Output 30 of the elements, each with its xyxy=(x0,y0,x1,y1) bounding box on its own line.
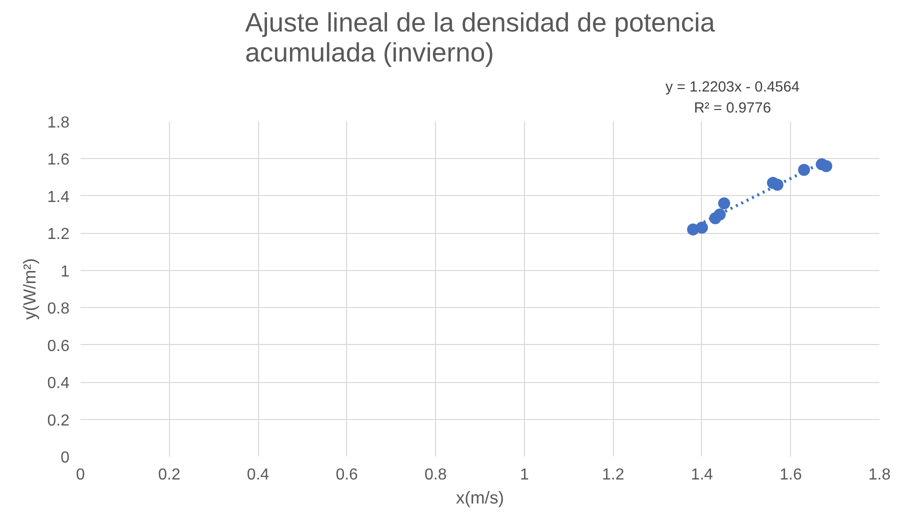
point xyxy=(771,178,784,191)
y-tick-label: 0.8 xyxy=(47,300,70,318)
x-tick-label: 1 xyxy=(520,466,529,484)
x-tick-label: 0.2 xyxy=(158,466,180,484)
point xyxy=(696,222,708,234)
y-tick-label: 0.2 xyxy=(47,412,70,430)
y-tick-label: 1.6 xyxy=(47,152,70,169)
point xyxy=(714,208,726,221)
y-tick-label: 0.4 xyxy=(47,375,70,392)
point xyxy=(820,160,832,172)
y-tick-label: 1.8 xyxy=(47,114,70,132)
text: y = 1.2203x - 0.4564 R² = 0.9776 xyxy=(665,80,800,116)
point xyxy=(718,197,730,210)
x-tick-label: 1.2 xyxy=(602,466,624,484)
x-tick-label: 1.6 xyxy=(780,466,802,484)
y-tick-label: 1.2 xyxy=(47,226,70,244)
y-tick-label: 1.4 xyxy=(47,188,70,206)
y-tick-label: 0.6 xyxy=(47,338,70,355)
x-tick-label: 1.8 xyxy=(868,466,891,484)
x-tick-label: 0.8 xyxy=(424,466,447,484)
x-axis-title: x(m/s) xyxy=(456,488,504,508)
y-axis-title: y(W/m²) xyxy=(19,258,40,320)
x-tick-label: 1.4 xyxy=(690,466,714,484)
y-tick-label: 0 xyxy=(60,450,70,466)
x-tick-label: 0.4 xyxy=(246,466,270,484)
x-tick-label: 0.6 xyxy=(336,466,358,484)
x-tick-label: 0 xyxy=(76,466,86,484)
chart-title: Ajuste lineal de la densidad de potencia acumulada (invierno) xyxy=(245,8,716,68)
point xyxy=(798,164,810,176)
y-tick-label: 1 xyxy=(60,263,70,280)
